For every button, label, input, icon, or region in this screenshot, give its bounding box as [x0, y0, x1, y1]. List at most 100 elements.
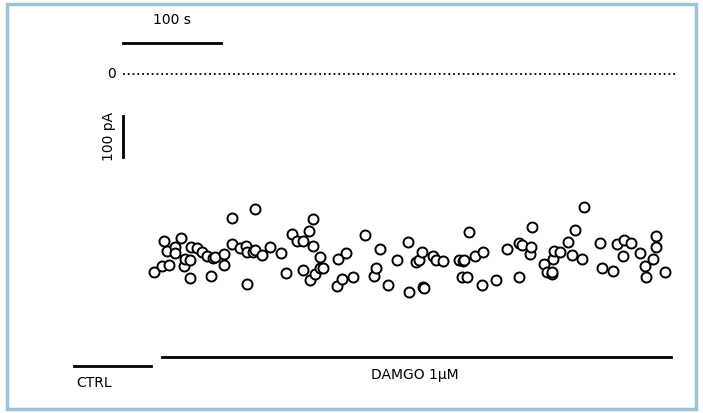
Point — [156, 263, 167, 270]
Point — [348, 274, 359, 281]
Point — [184, 257, 195, 263]
Point — [315, 264, 326, 271]
Point — [477, 282, 488, 288]
Point — [525, 243, 536, 250]
Point — [563, 238, 574, 245]
Point — [359, 232, 370, 238]
Point — [148, 269, 160, 275]
Point — [418, 285, 430, 292]
Point — [332, 255, 343, 262]
Point — [456, 274, 467, 280]
Point — [464, 229, 475, 236]
Point — [566, 252, 577, 259]
Point — [292, 237, 303, 244]
Point — [595, 240, 606, 246]
Point — [490, 277, 501, 284]
Point — [226, 215, 238, 221]
Point — [569, 227, 581, 233]
Point — [541, 269, 553, 275]
Point — [416, 248, 427, 255]
Point — [659, 269, 670, 275]
Point — [382, 282, 394, 288]
Point — [241, 249, 252, 256]
Point — [517, 242, 528, 248]
Point — [538, 261, 550, 267]
Point — [297, 237, 309, 244]
Point — [308, 216, 319, 222]
Point — [207, 255, 219, 262]
Point — [226, 240, 238, 247]
Text: DAMGO 1μM: DAMGO 1μM — [371, 368, 458, 382]
Point — [234, 244, 245, 251]
Point — [514, 273, 525, 280]
Point — [648, 255, 659, 262]
Text: 0: 0 — [108, 67, 116, 81]
Point — [287, 230, 298, 237]
Point — [554, 249, 565, 255]
Point — [218, 261, 229, 268]
Point — [256, 252, 267, 259]
Text: 100 s: 100 s — [153, 13, 191, 27]
Point — [159, 238, 170, 244]
Point — [186, 244, 197, 251]
Point — [162, 247, 173, 254]
Point — [179, 263, 190, 270]
Point — [304, 228, 315, 234]
Point — [309, 271, 321, 278]
Point — [202, 252, 213, 259]
Point — [297, 267, 309, 274]
Point — [634, 249, 645, 256]
Point — [184, 275, 195, 282]
Point — [650, 244, 662, 250]
Point — [403, 289, 414, 296]
Point — [618, 253, 629, 259]
Text: 100 pA: 100 pA — [102, 112, 116, 161]
Point — [331, 283, 342, 290]
Point — [462, 274, 473, 281]
Point — [607, 268, 619, 275]
Point — [639, 263, 650, 269]
Point — [176, 235, 187, 241]
Point — [315, 253, 326, 260]
Point — [457, 258, 468, 265]
Point — [240, 243, 252, 249]
Point — [619, 236, 630, 243]
Point — [524, 251, 536, 257]
Point — [304, 277, 315, 283]
Point — [368, 273, 379, 279]
Point — [458, 257, 470, 263]
Point — [219, 250, 230, 257]
Point — [209, 254, 220, 260]
Point — [477, 249, 489, 256]
Text: CTRL: CTRL — [76, 376, 112, 390]
Point — [418, 283, 429, 290]
Point — [375, 246, 386, 252]
Point — [453, 256, 465, 263]
Point — [650, 233, 661, 239]
Point — [470, 253, 481, 259]
Point — [611, 241, 622, 247]
Point — [275, 250, 286, 256]
Point — [547, 271, 558, 278]
Point — [413, 257, 425, 264]
Point — [242, 281, 253, 287]
Point — [596, 265, 607, 271]
Point — [249, 247, 260, 254]
Point — [191, 244, 202, 251]
Point — [206, 273, 217, 279]
Point — [196, 249, 207, 255]
Point — [307, 243, 318, 249]
Point — [501, 246, 512, 253]
Point — [250, 206, 261, 212]
Point — [547, 269, 558, 276]
Point — [391, 256, 402, 263]
Point — [336, 275, 347, 282]
Point — [169, 243, 180, 250]
Point — [169, 250, 181, 256]
Point — [428, 253, 439, 260]
Point — [247, 248, 259, 255]
Point — [625, 240, 636, 247]
Point — [430, 257, 441, 264]
Point — [549, 248, 560, 254]
Point — [402, 238, 413, 245]
